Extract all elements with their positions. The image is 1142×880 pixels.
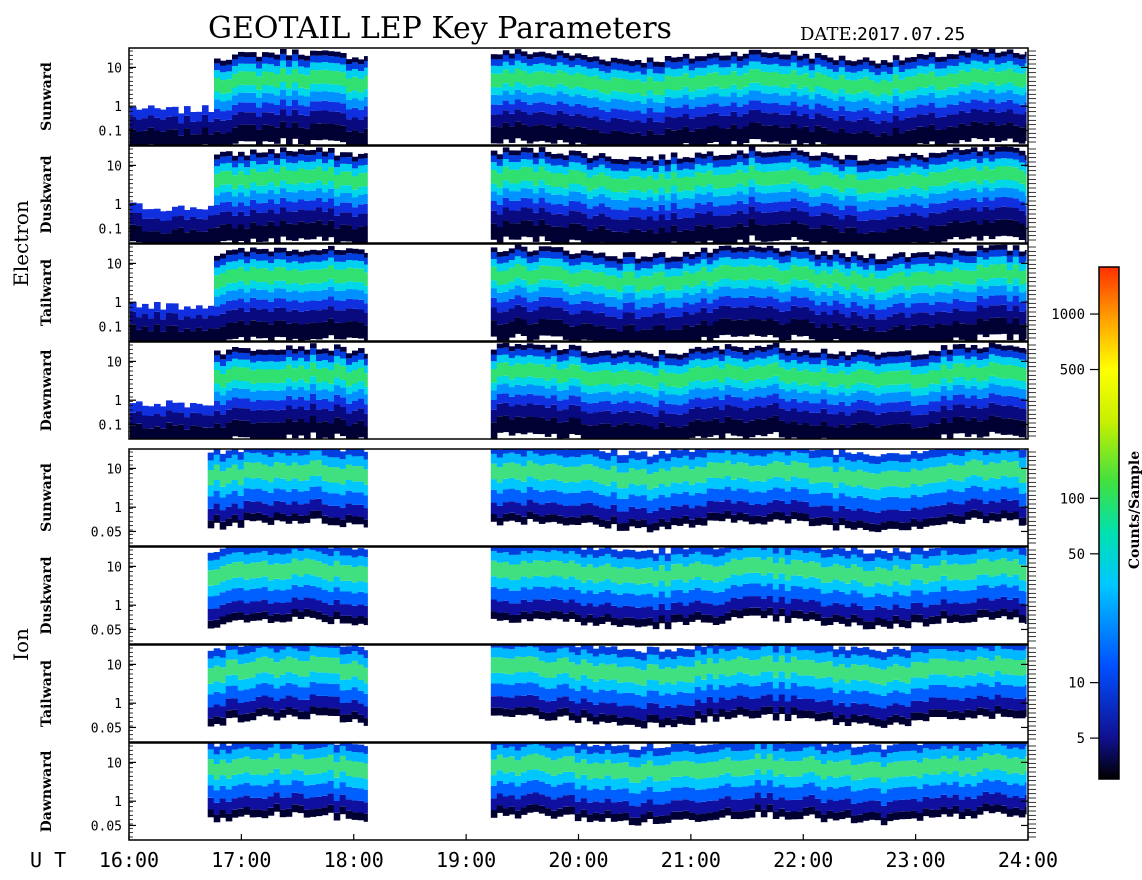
y-tick-label: 1: [114, 501, 122, 516]
y-tick-label: 0.1: [99, 124, 122, 139]
colorbar-gradient: [1098, 266, 1120, 780]
y-tick-label: 1: [114, 394, 122, 409]
y-tick-label: 10: [106, 61, 122, 76]
y-tick-label: 1: [114, 599, 122, 614]
y-tick-label: 0.05: [91, 819, 122, 834]
y-tick-label: 0.1: [99, 320, 122, 335]
ion-panel-sunward: Sunward 10 1 0.05: [39, 448, 1036, 547]
colorbar-tick-label: 100: [1060, 491, 1085, 507]
date-label: DATE:: [800, 24, 858, 45]
panel-label: Dawnward: [39, 349, 55, 431]
x-tick-label: 21:00: [661, 848, 721, 872]
panel-label: Dawnward: [39, 750, 55, 832]
y-tick-label: 1: [114, 697, 122, 712]
ion-panel-tailward: Tailward 10 1 0.05: [39, 644, 1036, 743]
date-value: 2017.07.25: [857, 24, 965, 45]
y-tick-label: 10: [106, 756, 122, 771]
panel-label: Sunward: [39, 62, 55, 131]
colorbar-label: Counts/Sample: [1127, 451, 1142, 569]
electron-panel-duskward: Duskward 10 1 0.1: [39, 145, 1036, 244]
y-tick-label: 1: [114, 100, 122, 115]
y-tick-label: 1: [114, 296, 122, 311]
panel-label: Sunward: [39, 463, 55, 532]
y-tick-label: 10: [106, 462, 122, 477]
ion-panel-dawnward: Dawnward 10 1 0.05: [39, 742, 1036, 841]
y-tick-label: 0.1: [99, 418, 122, 433]
y-tick-label: 0.05: [91, 721, 122, 736]
y-tick-label: 0.1: [99, 222, 122, 237]
y-tick-label: 0.05: [91, 525, 122, 540]
group-labels: Electron Ion: [9, 200, 33, 661]
group-label-electron: Electron: [9, 200, 33, 287]
time-axis: U T 16:00 17:00 18:00 19:00 20:00 21:00 22:00 23…: [30, 834, 1058, 872]
y-tick-label: 0.05: [91, 623, 122, 638]
colorbar-tick-label: 10: [1068, 676, 1085, 692]
x-axis-label: U T: [30, 848, 66, 872]
panel-label: Duskward: [39, 155, 55, 233]
colorbar-tick-label: 5: [1077, 731, 1085, 747]
colorbar-tick-label: 1000: [1051, 307, 1085, 323]
x-tick-label: 22:00: [773, 848, 833, 872]
y-tick-label: 1: [114, 795, 122, 810]
x-tick-label: 19:00: [436, 848, 496, 872]
panel-label: Duskward: [39, 556, 55, 634]
colorbar-ticks: 1000 500 100 50 10 5: [1051, 307, 1099, 747]
y-tick-label: 10: [106, 658, 122, 673]
colorbar-tick-label: 50: [1068, 547, 1085, 563]
panel-label: Tailward: [39, 660, 55, 727]
colorbar: 1000 500 100 50 10 5 Counts/Sample: [1051, 266, 1142, 780]
x-tick-label: 20:00: [548, 848, 608, 872]
electron-panel-sunward: Sunward 10 1 0.1: [39, 47, 1036, 146]
x-tick-label: 17:00: [211, 848, 271, 872]
y-tick-label: 10: [106, 355, 122, 370]
y-tick-label: 1: [114, 198, 122, 213]
ion-panel-duskward: Duskward 10 1 0.05: [39, 546, 1036, 645]
chart-title: GEOTAIL LEP Key Parameters: [208, 11, 672, 46]
x-tick-label: 18:00: [324, 848, 384, 872]
group-label-ion: Ion: [9, 628, 33, 661]
electron-panel-dawnward: Dawnward 10 1 0.1: [39, 341, 1036, 440]
colorbar-tick-label: 500: [1060, 363, 1085, 379]
electron-panel-tailward: Tailward 10 1 0.1: [39, 243, 1036, 342]
x-tick-label: 24:00: [998, 848, 1058, 872]
panel-label: Tailward: [39, 259, 55, 326]
x-tick-label: 23:00: [886, 848, 946, 872]
x-tick-label: 16:00: [99, 848, 159, 872]
y-tick-label: 10: [106, 257, 122, 272]
spectrogram-panels: Sunward 10 1 0.1 Duskward 10 1 0.1 Tailward 10 1 0.…: [39, 47, 1036, 841]
y-tick-label: 10: [106, 560, 122, 575]
y-tick-label: 10: [106, 159, 122, 174]
